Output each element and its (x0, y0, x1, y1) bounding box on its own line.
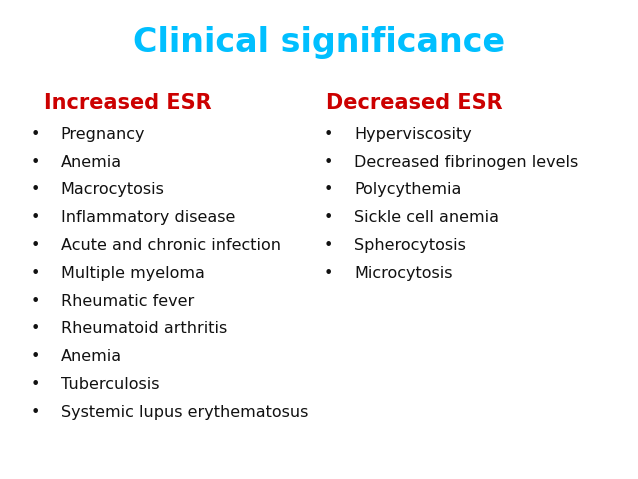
Text: Anemia: Anemia (61, 349, 122, 364)
Text: •: • (31, 321, 40, 336)
Text: Macrocytosis: Macrocytosis (61, 182, 165, 197)
Text: Inflammatory disease: Inflammatory disease (61, 210, 235, 225)
Text: Decreased ESR: Decreased ESR (327, 93, 503, 114)
Text: •: • (31, 210, 40, 225)
Text: Increased ESR: Increased ESR (44, 93, 211, 114)
Text: Rheumatic fever: Rheumatic fever (61, 294, 194, 308)
Text: •: • (324, 127, 333, 142)
Text: •: • (31, 238, 40, 253)
Text: •: • (31, 405, 40, 420)
Text: •: • (324, 155, 333, 170)
Text: Hyperviscosity: Hyperviscosity (354, 127, 472, 142)
Text: •: • (324, 182, 333, 197)
Text: Tuberculosis: Tuberculosis (61, 377, 159, 392)
Text: Decreased fibrinogen levels: Decreased fibrinogen levels (354, 155, 578, 170)
Text: •: • (31, 155, 40, 170)
Text: •: • (31, 127, 40, 142)
Text: •: • (31, 266, 40, 281)
Text: Systemic lupus erythematosus: Systemic lupus erythematosus (61, 405, 308, 420)
Text: •: • (324, 210, 333, 225)
Text: •: • (324, 266, 333, 281)
Text: •: • (31, 182, 40, 197)
Text: Anemia: Anemia (61, 155, 122, 170)
Text: Polycythemia: Polycythemia (354, 182, 461, 197)
Text: Multiple myeloma: Multiple myeloma (61, 266, 205, 281)
Text: Sickle cell anemia: Sickle cell anemia (354, 210, 499, 225)
Text: •: • (31, 294, 40, 308)
Text: •: • (31, 349, 40, 364)
Text: •: • (324, 238, 333, 253)
Text: Acute and chronic infection: Acute and chronic infection (61, 238, 281, 253)
Text: Pregnancy: Pregnancy (61, 127, 145, 142)
Text: •: • (31, 377, 40, 392)
Text: Clinical significance: Clinical significance (133, 26, 505, 59)
Text: Microcytosis: Microcytosis (354, 266, 452, 281)
Text: Rheumatoid arthritis: Rheumatoid arthritis (61, 321, 227, 336)
Text: Spherocytosis: Spherocytosis (354, 238, 466, 253)
